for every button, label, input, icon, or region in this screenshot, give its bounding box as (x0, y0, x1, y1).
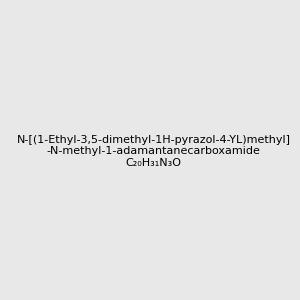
Text: N-[(1-Ethyl-3,5-dimethyl-1H-pyrazol-4-YL)methyl]
-N-methyl-1-adamantanecarboxami: N-[(1-Ethyl-3,5-dimethyl-1H-pyrazol-4-YL… (17, 135, 291, 168)
